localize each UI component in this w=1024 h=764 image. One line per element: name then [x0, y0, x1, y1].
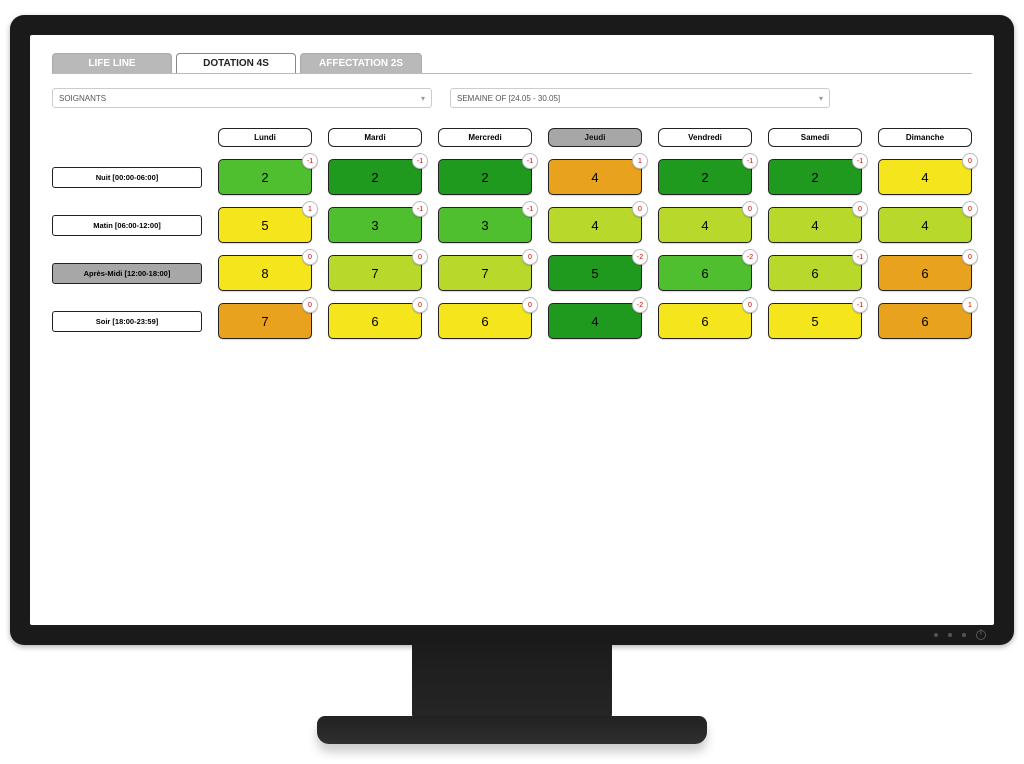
staffing-cell[interactable]: 4-2 [548, 303, 642, 339]
day-header[interactable]: Vendredi [658, 128, 752, 147]
delta-badge: 1 [302, 201, 318, 217]
tab-life-line[interactable]: LIFE LINE [52, 53, 172, 73]
monitor-stand-neck [412, 642, 612, 720]
staffing-cell[interactable]: 2-1 [438, 159, 532, 195]
indicator-dot [948, 633, 952, 637]
staffing-cell[interactable]: 41 [548, 159, 642, 195]
chevron-down-icon: ▾ [421, 94, 425, 103]
staffing-cell[interactable]: 40 [878, 159, 972, 195]
delta-badge: 0 [302, 297, 318, 313]
delta-badge: -1 [852, 153, 868, 169]
monitor-frame: LIFE LINE DOTATION 4S AFFECTATION 2S SOI… [10, 15, 1014, 645]
staffing-cell[interactable]: 2-1 [328, 159, 422, 195]
staffing-cell[interactable]: 60 [328, 303, 422, 339]
staffing-cell[interactable]: 61 [878, 303, 972, 339]
delta-badge: -2 [632, 249, 648, 265]
tab-affectation-2s[interactable]: AFFECTATION 2S [300, 53, 422, 73]
delta-badge: -1 [412, 201, 428, 217]
staffing-cell[interactable]: 70 [438, 255, 532, 291]
delta-badge: 0 [412, 249, 428, 265]
staffing-cell[interactable]: 5-1 [768, 303, 862, 339]
staffing-cell[interactable]: 40 [768, 207, 862, 243]
delta-badge: -1 [522, 201, 538, 217]
day-header[interactable]: Lundi [218, 128, 312, 147]
day-header[interactable]: Jeudi [548, 128, 642, 147]
staffing-cell[interactable]: 60 [438, 303, 532, 339]
role-select[interactable]: SOIGNANTS ▾ [52, 88, 432, 108]
delta-badge: 0 [522, 249, 538, 265]
screen: LIFE LINE DOTATION 4S AFFECTATION 2S SOI… [30, 35, 994, 625]
indicator-dot [934, 633, 938, 637]
staffing-cell[interactable]: 60 [658, 303, 752, 339]
staffing-cell[interactable]: 2-1 [218, 159, 312, 195]
tab-dotation-4s[interactable]: DOTATION 4S [176, 53, 296, 73]
shift-label[interactable]: Nuit [00:00-06:00] [52, 167, 202, 188]
delta-badge: 0 [852, 201, 868, 217]
shift-label[interactable]: Matin [06:00-12:00] [52, 215, 202, 236]
delta-badge: -2 [632, 297, 648, 313]
delta-badge: 0 [962, 201, 978, 217]
delta-badge: 0 [632, 201, 648, 217]
delta-badge: -1 [852, 297, 868, 313]
week-select-value: SEMAINE OF [24.05 - 30.05] [457, 94, 560, 103]
week-select[interactable]: SEMAINE OF [24.05 - 30.05] ▾ [450, 88, 830, 108]
delta-badge: 0 [742, 201, 758, 217]
filters-row: SOIGNANTS ▾ SEMAINE OF [24.05 - 30.05] ▾ [52, 88, 972, 108]
tabs-bar: LIFE LINE DOTATION 4S AFFECTATION 2S [52, 53, 972, 74]
staffing-cell[interactable]: 2-1 [768, 159, 862, 195]
staffing-cell[interactable]: 2-1 [658, 159, 752, 195]
staffing-cell[interactable]: 3-1 [328, 207, 422, 243]
shift-label[interactable]: Après-Midi [12:00-18:00] [52, 263, 202, 284]
delta-badge: 0 [962, 153, 978, 169]
staffing-cell[interactable]: 40 [658, 207, 752, 243]
delta-badge: 1 [962, 297, 978, 313]
staffing-cell[interactable]: 6-1 [768, 255, 862, 291]
staffing-grid: Lundi Mardi Mercredi Jeudi Vendredi Samedi Dim… [52, 128, 972, 339]
day-header[interactable]: Dimanche [878, 128, 972, 147]
day-header[interactable]: Mercredi [438, 128, 532, 147]
staffing-cell[interactable]: 51 [218, 207, 312, 243]
delta-badge: -1 [742, 153, 758, 169]
staffing-cell[interactable]: 80 [218, 255, 312, 291]
monitor-controls [934, 630, 986, 640]
power-icon [976, 630, 986, 640]
staffing-cell[interactable]: 5-2 [548, 255, 642, 291]
delta-badge: 0 [742, 297, 758, 313]
delta-badge: 0 [302, 249, 318, 265]
staffing-cell[interactable]: 70 [328, 255, 422, 291]
delta-badge: 0 [962, 249, 978, 265]
day-header[interactable]: Samedi [768, 128, 862, 147]
staffing-cell[interactable]: 3-1 [438, 207, 532, 243]
staffing-cell[interactable]: 40 [548, 207, 642, 243]
shift-label[interactable]: Soir [18:00-23:59] [52, 311, 202, 332]
delta-badge: -1 [302, 153, 318, 169]
delta-badge: 1 [632, 153, 648, 169]
indicator-dot [962, 633, 966, 637]
delta-badge: -1 [852, 249, 868, 265]
staffing-cell[interactable]: 70 [218, 303, 312, 339]
delta-badge: -1 [412, 153, 428, 169]
staffing-cell[interactable]: 60 [878, 255, 972, 291]
delta-badge: 0 [412, 297, 428, 313]
delta-badge: -1 [522, 153, 538, 169]
chevron-down-icon: ▾ [819, 94, 823, 103]
delta-badge: 0 [522, 297, 538, 313]
day-header[interactable]: Mardi [328, 128, 422, 147]
staffing-cell[interactable]: 40 [878, 207, 972, 243]
staffing-cell[interactable]: 6-2 [658, 255, 752, 291]
role-select-value: SOIGNANTS [59, 94, 106, 103]
delta-badge: -2 [742, 249, 758, 265]
monitor-stand-base [317, 716, 707, 744]
